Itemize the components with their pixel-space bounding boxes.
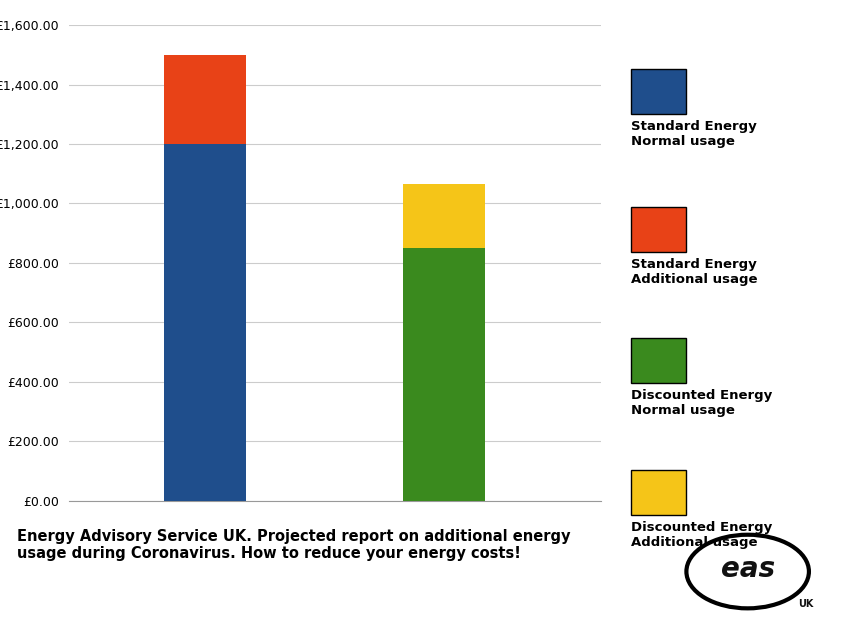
Bar [402,184,485,248]
Text: eas: eas [721,555,775,583]
Bar [164,144,246,501]
Bar [164,55,246,144]
Bar [402,248,485,501]
Text: Energy Advisory Service UK. Projected report on additional energy
usage during C: Energy Advisory Service UK. Projected re… [17,529,571,562]
Text: UK: UK [798,599,813,609]
Text: Standard Energy
Normal usage: Standard Energy Normal usage [631,120,757,148]
Text: Discounted Energy
Additional usage: Discounted Energy Additional usage [631,521,772,549]
Text: Standard Energy
Additional usage: Standard Energy Additional usage [631,258,757,286]
Text: Discounted Energy
Normal usage: Discounted Energy Normal usage [631,389,772,418]
